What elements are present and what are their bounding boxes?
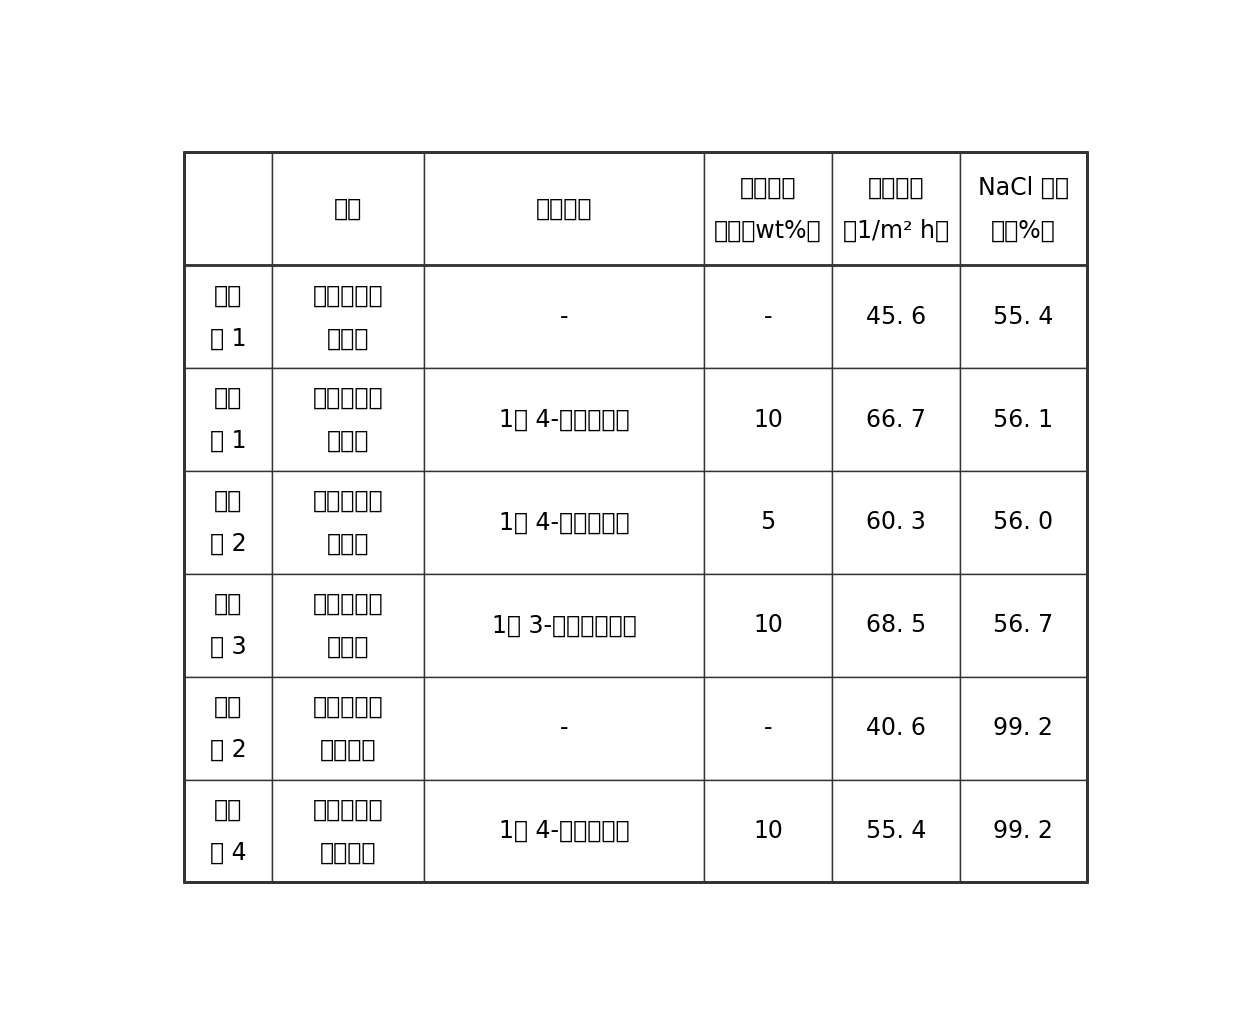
Bar (273, 780, 424, 883)
Text: 比较
例 1: 比较 例 1 (210, 284, 247, 350)
Bar (960, 265, 1087, 368)
Bar (960, 368, 1087, 471)
Text: 66. 7: 66. 7 (866, 408, 925, 432)
Text: 1， 4-丁磺酸内酯: 1， 4-丁磺酸内酯 (498, 408, 630, 432)
Bar (704, 780, 832, 883)
Bar (960, 152, 1087, 265)
Text: 聚酰胺复合
反滲透膜: 聚酰胺复合 反滲透膜 (312, 797, 383, 865)
Bar (832, 471, 960, 574)
Text: 40. 6: 40. 6 (866, 716, 925, 741)
Bar (704, 677, 832, 780)
Text: 聚酰胺复合
纳滤膜: 聚酰胺复合 纳滤膜 (312, 489, 383, 556)
Text: 磺酸内酯: 磺酸内酯 (536, 197, 593, 221)
Bar (832, 677, 960, 780)
Text: -: - (764, 305, 773, 329)
Bar (424, 368, 704, 471)
Text: 聚酰胺复合
纳滤膜: 聚酰胺复合 纳滤膜 (312, 592, 383, 659)
Text: 99. 2: 99. 2 (993, 716, 1053, 741)
Bar (424, 780, 704, 883)
Text: 55. 4: 55. 4 (866, 819, 926, 844)
Bar (184, 780, 273, 883)
Bar (960, 780, 1087, 883)
Bar (273, 368, 424, 471)
Bar (424, 574, 704, 677)
Bar (424, 152, 704, 265)
Text: 聚酰胺复合
纳滤膜: 聚酰胺复合 纳滤膜 (312, 386, 383, 453)
Bar (832, 265, 960, 368)
Text: 实施
例 3: 实施 例 3 (210, 592, 247, 659)
Text: 60. 3: 60. 3 (866, 511, 925, 535)
Text: 99. 2: 99. 2 (993, 819, 1053, 844)
Text: 实施
例 1: 实施 例 1 (210, 386, 247, 453)
Bar (273, 471, 424, 574)
Bar (184, 368, 273, 471)
Bar (273, 574, 424, 677)
Bar (704, 574, 832, 677)
Bar (184, 574, 273, 677)
Bar (424, 471, 704, 574)
Text: 56. 7: 56. 7 (993, 613, 1054, 638)
Bar (960, 471, 1087, 574)
Bar (184, 471, 273, 574)
Text: NaCl 脱除
率（%）: NaCl 脱除 率（%） (978, 176, 1069, 242)
Bar (184, 152, 273, 265)
Bar (704, 368, 832, 471)
Text: 10: 10 (753, 408, 782, 432)
Bar (832, 574, 960, 677)
Text: 1， 4-丁磺酸内酯: 1， 4-丁磺酸内酯 (498, 511, 630, 535)
Text: -: - (764, 716, 773, 741)
Text: 磺酸内酯
浓度（wt%）: 磺酸内酯 浓度（wt%） (714, 176, 822, 242)
Bar (704, 152, 832, 265)
Text: 实施
例 4: 实施 例 4 (210, 797, 247, 865)
Text: 56. 1: 56. 1 (993, 408, 1053, 432)
Text: -: - (560, 716, 569, 741)
Bar (832, 368, 960, 471)
Text: 膜片: 膜片 (334, 197, 362, 221)
Bar (704, 265, 832, 368)
Bar (832, 152, 960, 265)
Text: 聚酰胺复合
反滲透膜: 聚酰胺复合 反滲透膜 (312, 694, 383, 762)
Bar (184, 265, 273, 368)
Bar (424, 265, 704, 368)
Text: 1， 4-丁磺酸内酯: 1， 4-丁磺酸内酯 (498, 819, 630, 844)
Text: 10: 10 (753, 613, 782, 638)
Text: 68. 5: 68. 5 (866, 613, 926, 638)
Text: -: - (560, 305, 569, 329)
Bar (424, 677, 704, 780)
Bar (273, 265, 424, 368)
Text: 10: 10 (753, 819, 782, 844)
Text: 实施
例 2: 实施 例 2 (210, 489, 247, 556)
Text: 55. 4: 55. 4 (993, 305, 1054, 329)
Text: 45. 6: 45. 6 (866, 305, 926, 329)
Bar (184, 677, 273, 780)
Bar (960, 677, 1087, 780)
Bar (704, 471, 832, 574)
Text: 56. 0: 56. 0 (993, 511, 1054, 535)
Text: 渗透通量
（1/m² h）: 渗透通量 （1/m² h） (843, 176, 949, 242)
Bar (273, 677, 424, 780)
Bar (832, 780, 960, 883)
Text: 比较
例 2: 比较 例 2 (210, 694, 247, 762)
Text: 1， 3-丙烷磺酸内酯: 1， 3-丙烷磺酸内酯 (492, 613, 636, 638)
Text: 5: 5 (760, 511, 776, 535)
Text: 聚酰胺复合
纳滤膜: 聚酰胺复合 纳滤膜 (312, 284, 383, 350)
Bar (960, 574, 1087, 677)
Bar (273, 152, 424, 265)
